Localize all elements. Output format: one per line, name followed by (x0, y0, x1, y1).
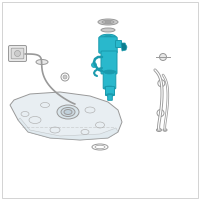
Ellipse shape (64, 110, 72, 114)
FancyBboxPatch shape (101, 51, 117, 74)
Ellipse shape (98, 19, 118, 25)
FancyBboxPatch shape (106, 86, 114, 96)
FancyBboxPatch shape (8, 46, 26, 62)
Ellipse shape (156, 129, 162, 132)
Circle shape (63, 75, 67, 79)
Ellipse shape (104, 36, 112, 38)
Ellipse shape (100, 34, 116, 40)
Circle shape (14, 50, 21, 56)
Ellipse shape (101, 28, 115, 32)
Ellipse shape (163, 129, 167, 131)
FancyBboxPatch shape (103, 71, 116, 89)
Circle shape (160, 53, 166, 60)
Ellipse shape (104, 70, 115, 74)
Polygon shape (121, 43, 127, 51)
Ellipse shape (61, 108, 75, 116)
Ellipse shape (57, 105, 79, 119)
Ellipse shape (104, 86, 115, 90)
Polygon shape (18, 118, 118, 140)
Polygon shape (10, 92, 122, 140)
Circle shape (92, 62, 96, 68)
FancyBboxPatch shape (116, 40, 122, 47)
FancyBboxPatch shape (108, 95, 112, 100)
Ellipse shape (106, 94, 114, 97)
FancyBboxPatch shape (99, 37, 117, 53)
FancyBboxPatch shape (11, 48, 24, 59)
Ellipse shape (36, 60, 48, 64)
Ellipse shape (102, 20, 114, 24)
Ellipse shape (105, 21, 111, 23)
